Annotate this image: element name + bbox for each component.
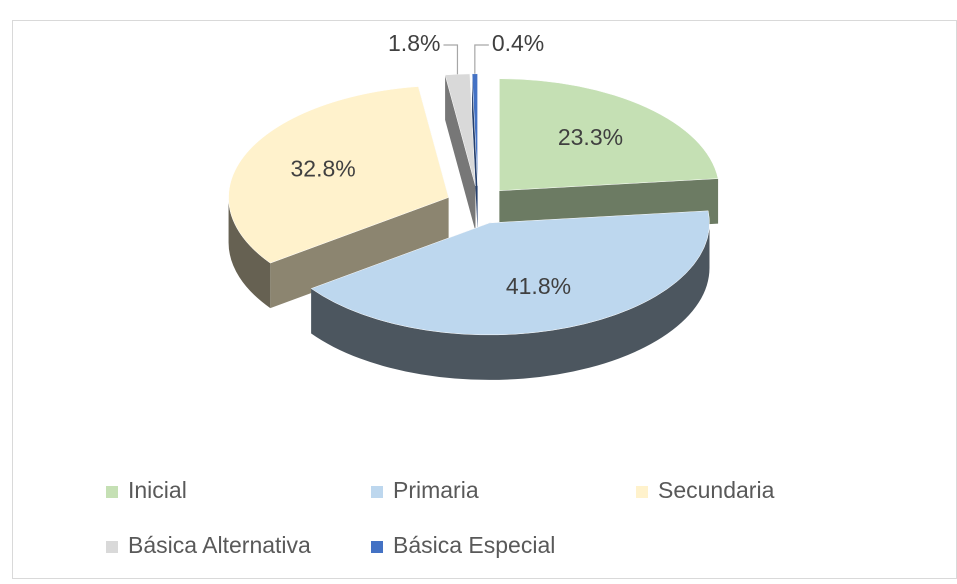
slice xyxy=(444,73,476,231)
data-label: 23.3% xyxy=(558,124,623,150)
legend-label: Primaria xyxy=(393,477,479,503)
slice-wall xyxy=(445,74,476,231)
slice-top xyxy=(310,210,710,336)
data-label: 41.8% xyxy=(506,273,571,299)
slice xyxy=(310,210,710,380)
legend-swatch xyxy=(636,486,648,498)
slice xyxy=(228,86,449,309)
data-label: 0.4% xyxy=(492,30,544,56)
legend-label: Básica Especial xyxy=(393,532,555,558)
leader-line xyxy=(443,44,459,75)
legend-label: Básica Alternativa xyxy=(128,532,311,558)
slice-top xyxy=(499,78,719,191)
legend-swatch xyxy=(371,541,383,553)
slice-side xyxy=(228,197,271,309)
slice-side xyxy=(311,222,710,380)
legend-label: Secundaria xyxy=(658,477,775,503)
slice-top xyxy=(228,86,449,264)
legend-swatch xyxy=(106,486,118,498)
slice-wall xyxy=(270,197,449,309)
data-label: 1.8% xyxy=(388,30,440,56)
leader-line xyxy=(474,44,489,74)
legend-swatch xyxy=(106,541,118,553)
legend-swatch xyxy=(371,486,383,498)
data-label: 32.8% xyxy=(291,155,356,181)
slice-wall xyxy=(472,73,478,231)
slice-top xyxy=(444,73,476,186)
legend-label: Inicial xyxy=(128,477,187,503)
